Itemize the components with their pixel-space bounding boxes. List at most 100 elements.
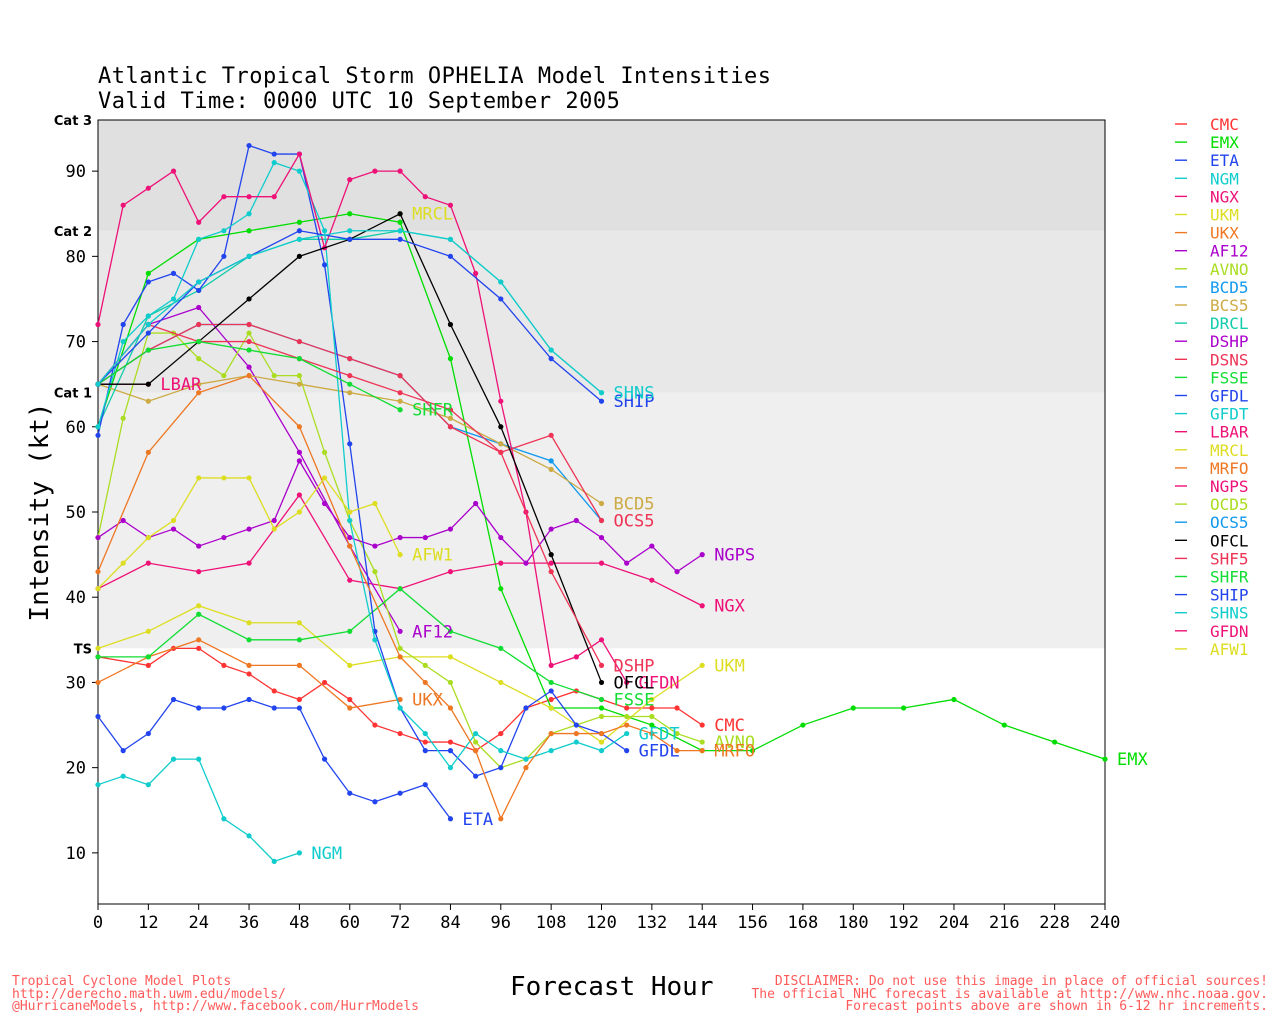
data-point: [573, 739, 579, 745]
chart-title: Atlantic Tropical Storm OPHELIA Model In…: [98, 64, 772, 89]
data-point: [598, 637, 605, 643]
data-point: [624, 705, 630, 711]
series-end-label: GFDT: [639, 725, 680, 745]
data-point: [145, 560, 151, 566]
category-label: Cat 2: [54, 225, 92, 240]
data-point: [598, 748, 605, 754]
data-point: [498, 645, 504, 651]
y-tick-label: 20: [66, 759, 86, 779]
legend-entry: NGPS: [1210, 477, 1249, 496]
data-point: [473, 739, 479, 745]
category-bands: [98, 120, 1105, 649]
x-tick-label: 24: [188, 913, 208, 933]
legend-entry: SHFR: [1210, 568, 1249, 587]
data-point: [271, 160, 277, 166]
series-end-label: SHFR: [412, 401, 454, 421]
footer-credit-line[interactable]: http://derecho.math.uwm.edu/models/: [12, 986, 286, 1002]
x-tick-label: 144: [687, 913, 718, 933]
series-end-label: FSSE: [614, 690, 655, 710]
data-point: [271, 526, 277, 532]
x-tick-label: 240: [1090, 913, 1121, 933]
data-point: [598, 739, 605, 745]
data-point: [246, 321, 252, 328]
data-point: [246, 296, 252, 302]
data-point: [221, 194, 227, 200]
data-point: [548, 569, 554, 575]
series-end-label: CMC: [714, 716, 745, 736]
data-point: [221, 228, 227, 234]
data-point: [498, 441, 504, 447]
data-point: [196, 304, 202, 311]
series-end-label: AF12: [412, 622, 453, 642]
data-point: [196, 279, 202, 285]
data-point: [598, 500, 605, 507]
data-point: [397, 586, 403, 592]
legend-entry: DRCL: [1210, 314, 1249, 333]
series-end-label: ETA: [462, 810, 493, 830]
data-point: [347, 517, 353, 524]
data-point: [95, 679, 101, 686]
footer-credit-line: Tropical Cyclone Model Plots: [12, 974, 232, 989]
category-label: TS: [74, 642, 92, 657]
data-point: [473, 270, 479, 276]
x-tick-label: 0: [93, 913, 103, 933]
data-point: [699, 662, 705, 668]
data-point: [296, 151, 302, 157]
data-point: [397, 790, 403, 796]
data-point: [196, 543, 202, 549]
footer-credit-line[interactable]: @HurricaneModels, http://www.facebook.co…: [12, 999, 419, 1014]
data-point: [196, 645, 202, 651]
data-point: [372, 543, 378, 549]
data-point: [548, 458, 554, 464]
data-point: [120, 560, 126, 566]
data-point: [397, 398, 403, 404]
data-point: [170, 168, 177, 174]
data-point: [598, 560, 605, 566]
category-label: Cat 3: [54, 114, 92, 129]
x-tick-label: 228: [1039, 913, 1070, 933]
data-point: [296, 373, 302, 379]
y-axis-label: Intensity (kt): [25, 402, 55, 621]
data-point: [447, 424, 454, 430]
series-end-label: MRCL: [412, 205, 453, 225]
data-point: [145, 347, 151, 353]
x-tick-label: 216: [989, 913, 1020, 933]
data-point: [296, 620, 302, 626]
data-point: [473, 500, 479, 507]
data-point: [548, 560, 554, 566]
data-point: [598, 679, 605, 686]
data-point: [296, 338, 302, 345]
data-point: [422, 679, 428, 686]
series-line-gfdt: [97, 161, 628, 769]
data-point: [498, 296, 504, 302]
data-point: [196, 287, 202, 294]
data-point: [624, 713, 630, 720]
data-point: [95, 381, 101, 387]
series-end-label: EMX: [1117, 750, 1148, 770]
data-point: [321, 679, 328, 686]
data-point: [347, 628, 353, 634]
data-point: [296, 850, 302, 856]
data-point: [145, 185, 151, 191]
x-tick-label: 108: [536, 913, 567, 933]
data-point: [901, 705, 907, 711]
data-point: [296, 381, 302, 387]
data-point: [246, 253, 252, 259]
data-point: [347, 381, 353, 387]
data-point: [397, 373, 403, 379]
data-point: [397, 730, 403, 737]
data-point: [498, 279, 504, 285]
data-point: [120, 321, 126, 328]
data-point: [447, 407, 454, 413]
data-point: [447, 816, 454, 822]
data-point: [221, 373, 227, 379]
chart-subtitle: Valid Time: 0000 UTC 10 September 2005: [98, 89, 621, 114]
data-point: [246, 338, 252, 345]
data-point: [674, 730, 680, 737]
data-point: [397, 168, 403, 174]
data-point: [145, 398, 151, 404]
data-point: [196, 756, 202, 762]
data-point: [548, 730, 554, 737]
data-point: [598, 398, 605, 404]
data-point: [649, 713, 655, 720]
